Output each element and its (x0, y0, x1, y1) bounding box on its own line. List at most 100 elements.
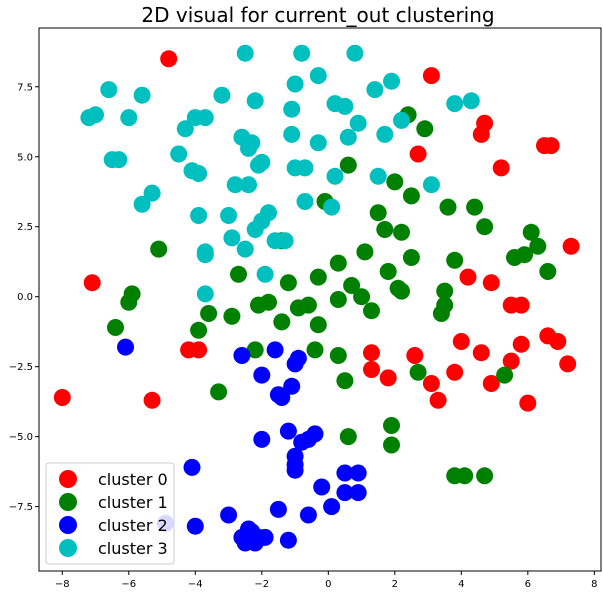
point-cluster-2-19 (183, 458, 201, 476)
point-cluster-1-14 (356, 243, 374, 261)
point-cluster-3-2 (346, 44, 364, 62)
point-cluster-1-7 (466, 198, 484, 216)
point-cluster-1-3 (386, 173, 404, 191)
legend-label-cluster-3: cluster 3 (98, 539, 168, 558)
point-cluster-1-6 (439, 198, 457, 216)
point-cluster-1-10 (376, 221, 394, 238)
legend-marker-cluster-3 (59, 539, 77, 557)
point-cluster-1-19 (529, 237, 547, 255)
point-cluster-3-39 (190, 165, 208, 182)
series-cluster-1 (107, 106, 557, 485)
point-cluster-0-1 (422, 67, 440, 85)
point-cluster-1-27 (343, 277, 361, 294)
point-cluster-1-40 (200, 305, 218, 322)
point-cluster-0-9 (83, 274, 101, 292)
point-cluster-3-57 (323, 198, 341, 216)
x-tick-label: −6 (121, 579, 136, 590)
point-cluster-3-45 (143, 184, 161, 202)
point-cluster-3-28 (376, 125, 394, 143)
point-cluster-1-50 (329, 347, 347, 364)
y-axis: −7.5 −5.0 −2.5 0.0 2.5 5.0 7.5 (9, 82, 39, 513)
point-cluster-3-14 (462, 92, 480, 110)
point-cluster-0-10 (459, 268, 477, 286)
point-cluster-0-24 (559, 355, 577, 373)
point-cluster-3-9 (366, 81, 384, 99)
point-cluster-3-48 (190, 207, 208, 224)
point-cluster-0-30 (429, 391, 447, 409)
point-cluster-1-56 (339, 428, 357, 446)
point-cluster-3-17 (120, 109, 138, 127)
point-cluster-3-43 (240, 176, 257, 194)
point-cluster-1-20 (522, 223, 540, 241)
point-cluster-3-26 (283, 125, 301, 143)
point-cluster-3-7 (213, 86, 231, 104)
y-tick-label: 0.0 (17, 292, 33, 303)
point-cluster-0-26 (379, 369, 397, 387)
point-cluster-1-25 (309, 268, 327, 286)
point-cluster-1-4 (402, 187, 420, 205)
point-cluster-2-13 (306, 425, 324, 443)
point-cluster-1-22 (539, 263, 557, 280)
y-tick-label: 5.0 (17, 152, 33, 163)
point-cluster-0-7 (542, 137, 560, 155)
x-axis: −8 −6 −4 −2 0 2 4 6 8 (55, 571, 598, 590)
point-cluster-0-20 (549, 333, 567, 350)
point-cluster-0-33 (143, 391, 161, 409)
chart-title: 2D visual for current_out clustering (141, 3, 494, 27)
point-cluster-3-19 (196, 109, 214, 127)
y-tick-label: −7.5 (9, 502, 33, 513)
y-tick-label: −5.0 (9, 432, 33, 443)
point-cluster-1-59 (456, 467, 474, 485)
series-cluster-0 (53, 50, 580, 412)
point-cluster-0-3 (472, 125, 490, 143)
point-cluster-1-34 (260, 293, 277, 311)
point-cluster-0-8 (562, 237, 580, 255)
legend-label-cluster-0: cluster 0 (98, 470, 168, 489)
point-cluster-0-5 (492, 159, 510, 177)
point-cluster-2-8 (273, 389, 291, 406)
point-cluster-3-12 (336, 97, 354, 115)
point-cluster-3-40 (326, 167, 344, 185)
point-cluster-1-38 (353, 288, 371, 306)
point-cluster-3-37 (296, 159, 314, 177)
point-cluster-1-1 (416, 120, 434, 138)
point-cluster-3-41 (369, 167, 387, 185)
x-tick-label: 8 (591, 579, 597, 590)
point-cluster-0-27 (446, 363, 464, 381)
point-cluster-1-44 (107, 319, 124, 336)
point-cluster-3-16 (87, 106, 104, 124)
point-cluster-0-21 (406, 347, 424, 364)
point-cluster-0-25 (363, 361, 380, 378)
x-tick-label: 0 (325, 579, 331, 590)
point-cluster-2-16 (286, 461, 304, 479)
point-cluster-3-56 (276, 232, 294, 250)
point-cluster-3-35 (253, 153, 271, 171)
point-cluster-1-45 (190, 321, 208, 339)
point-cluster-2-24 (323, 498, 341, 516)
point-cluster-3-22 (393, 111, 410, 129)
point-cluster-2-1 (266, 341, 284, 359)
point-cluster-1-46 (273, 313, 291, 331)
y-tick-label: 2.5 (17, 222, 33, 233)
point-cluster-3-6 (133, 86, 151, 104)
point-cluster-1-51 (409, 363, 427, 381)
point-cluster-2-10 (253, 430, 271, 448)
point-cluster-2-9 (279, 422, 297, 440)
point-cluster-1-9 (476, 218, 494, 236)
point-cluster-1-48 (246, 341, 264, 359)
x-tick-label: −4 (188, 579, 203, 590)
point-cluster-3-0 (236, 44, 254, 62)
legend: cluster 0 cluster 1 cluster 2 cluster 3 (45, 462, 175, 565)
point-cluster-0-32 (53, 389, 71, 406)
point-cluster-0-16 (452, 333, 470, 350)
point-cluster-1-37 (329, 291, 347, 308)
point-cluster-3-13 (446, 95, 464, 113)
axes-frame (38, 27, 602, 572)
point-cluster-3-49 (220, 207, 238, 224)
point-cluster-2-36 (279, 531, 297, 549)
x-tick-label: 2 (392, 579, 398, 590)
point-cluster-1-18 (516, 246, 533, 264)
point-cluster-0-22 (363, 344, 380, 362)
x-tick-label: −2 (254, 579, 269, 590)
point-cluster-3-61 (196, 285, 214, 303)
